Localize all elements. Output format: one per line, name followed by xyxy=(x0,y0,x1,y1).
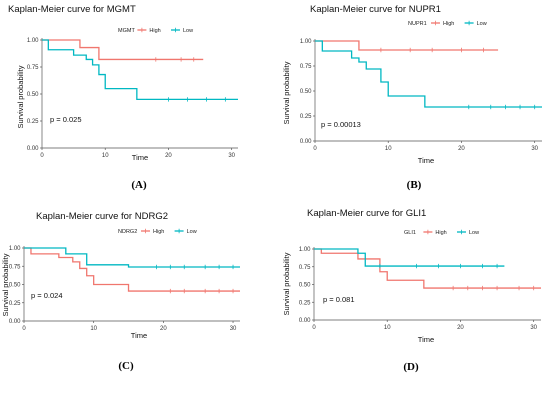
x-tick-label: 10 xyxy=(385,146,392,152)
x-tick-label: 20 xyxy=(457,325,464,331)
x-axis-label: Time xyxy=(131,331,147,340)
y-tick-label: 0.75 xyxy=(27,65,39,71)
p-value: p = 0.081 xyxy=(323,295,355,304)
y-tick-label: 0.00 xyxy=(300,139,312,145)
x-axis-label: Time xyxy=(418,335,434,344)
legend-title: NUPR1 xyxy=(408,21,427,27)
km-line-high xyxy=(42,39,204,61)
panel-title: Kaplan-Meier curve for GLI1 xyxy=(307,208,426,219)
legend-label-high: High xyxy=(443,21,454,27)
x-tick-label: 0 xyxy=(313,146,317,152)
legend-label-high: High xyxy=(149,28,160,34)
y-axis-label: Survival probability xyxy=(282,61,291,124)
panel-title: Kaplan-Meier curve for MGMT xyxy=(8,4,136,15)
y-tick-label: 1.00 xyxy=(27,38,39,44)
km-line-low xyxy=(314,248,505,267)
km-line-high xyxy=(315,40,499,51)
x-tick-label: 0 xyxy=(40,153,44,159)
km-panel-4: Kaplan-Meier curve for GLI1 GLI1 High Low 0.… xyxy=(282,208,541,373)
p-value: p = 0.00013 xyxy=(321,120,361,129)
km-line-low xyxy=(42,39,238,101)
panel-title: Kaplan-Meier curve for NUPR1 xyxy=(310,4,441,15)
legend-label-high: High xyxy=(435,230,446,236)
legend: NDRG2 High Low xyxy=(118,228,197,235)
panel-caption: (A) xyxy=(131,179,147,191)
x-tick-label: 30 xyxy=(531,146,538,152)
legend: NUPR1 High Low xyxy=(408,20,487,27)
panel-title: Kaplan-Meier curve for NDRG2 xyxy=(36,211,168,222)
y-tick-label: 0.75 xyxy=(9,264,21,270)
x-tick-label: 30 xyxy=(530,325,537,331)
panel-caption: (C) xyxy=(118,360,134,372)
x-tick-label: 10 xyxy=(90,326,97,332)
y-tick-label: 0.25 xyxy=(300,114,312,120)
y-tick-label: 0.75 xyxy=(299,265,311,271)
legend: GLI1 High Low xyxy=(404,229,479,236)
legend-label-low: Low xyxy=(183,28,193,34)
legend: MGMT High Low xyxy=(118,27,193,34)
y-tick-label: 1.00 xyxy=(9,246,21,252)
x-axis-label: Time xyxy=(418,156,434,165)
y-tick-label: 0.00 xyxy=(27,146,39,152)
y-tick-label: 0.25 xyxy=(9,301,21,307)
x-tick-label: 20 xyxy=(165,153,172,159)
y-axis-label: Survival probability xyxy=(282,252,291,315)
legend-title: MGMT xyxy=(118,28,135,34)
panel-caption: (B) xyxy=(407,179,422,191)
km-line-high xyxy=(314,248,541,289)
legend-label-low: Low xyxy=(187,229,197,235)
y-tick-label: 0.50 xyxy=(9,283,21,289)
y-tick-label: 0.25 xyxy=(27,119,39,125)
km-panel-2: Kaplan-Meier curve for NUPR1 NUPR1 High Low… xyxy=(282,4,542,191)
km-panel-3: Kaplan-Meier curve for NDRG2 NDRG2 High Low… xyxy=(1,211,240,372)
y-tick-label: 0.00 xyxy=(299,318,311,324)
km-line-low xyxy=(315,40,542,108)
y-tick-label: 0.50 xyxy=(299,283,311,289)
p-value: p = 0.024 xyxy=(31,291,63,300)
x-axis-label: Time xyxy=(132,153,148,162)
y-tick-label: 0.00 xyxy=(9,319,21,325)
y-tick-label: 0.50 xyxy=(300,89,312,95)
x-tick-label: 30 xyxy=(230,326,237,332)
y-tick-label: 0.50 xyxy=(27,92,39,98)
y-tick-label: 1.00 xyxy=(299,247,311,253)
km-line-high xyxy=(24,247,240,292)
x-tick-label: 10 xyxy=(384,325,391,331)
y-axis-label: Survival probability xyxy=(1,253,10,316)
legend-label-low: Low xyxy=(477,21,487,27)
y-axis-label: Survival probability xyxy=(16,65,25,128)
x-tick-label: 20 xyxy=(160,326,167,332)
p-value: p = 0.025 xyxy=(50,115,82,124)
y-tick-label: 0.75 xyxy=(300,64,312,70)
x-tick-label: 10 xyxy=(102,153,109,159)
km-panel-1: Kaplan-Meier curve for MGMT MGMT High Low 0.… xyxy=(8,4,238,191)
legend-label-high: High xyxy=(153,229,164,235)
x-tick-label: 0 xyxy=(22,326,26,332)
y-tick-label: 0.25 xyxy=(299,300,311,306)
panel-caption: (D) xyxy=(403,361,419,373)
legend-title: GLI1 xyxy=(404,230,416,236)
legend-label-low: Low xyxy=(469,230,479,236)
x-tick-label: 30 xyxy=(228,153,235,159)
y-tick-label: 1.00 xyxy=(300,39,312,45)
legend-title: NDRG2 xyxy=(118,229,137,235)
km-line-low xyxy=(24,247,240,268)
x-tick-label: 20 xyxy=(458,146,465,152)
x-tick-label: 0 xyxy=(312,325,316,331)
